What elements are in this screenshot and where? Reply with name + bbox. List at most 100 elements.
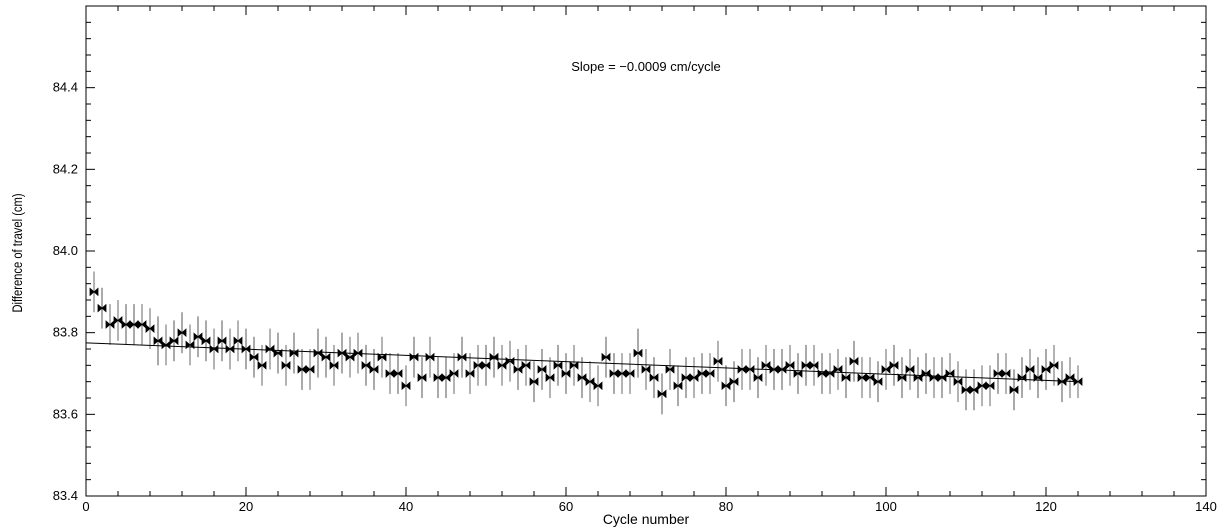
data-point [705, 369, 715, 378]
data-point [457, 352, 467, 362]
data-point [417, 373, 427, 382]
data-point [537, 365, 547, 374]
data-point [673, 381, 683, 391]
plot-frame [85, 5, 1207, 497]
data-point [585, 377, 595, 387]
data-point [481, 360, 491, 370]
data-point [153, 336, 163, 346]
data-point [225, 344, 235, 354]
x-tick-label: 140 [1195, 499, 1217, 514]
data-point [841, 373, 851, 382]
data-point [625, 369, 635, 378]
data-point [113, 316, 123, 325]
data-point [329, 360, 339, 370]
data-point [97, 303, 107, 313]
data-point [201, 336, 211, 346]
data-point [897, 373, 907, 382]
x-tick-label: 40 [399, 499, 413, 514]
data-point [553, 360, 563, 370]
data-point [273, 348, 283, 358]
data-point [265, 344, 275, 354]
data-point [257, 360, 267, 370]
data-point [1001, 369, 1011, 378]
data-point [953, 377, 963, 387]
data-point [209, 344, 219, 354]
fit-line [85, 342, 1079, 383]
x-tick-label: 120 [1035, 499, 1057, 514]
x-tick-label: 20 [239, 499, 253, 514]
data-point [713, 356, 723, 366]
data-point [217, 336, 227, 346]
data-point [921, 369, 931, 378]
data-point [505, 356, 515, 366]
data-point [177, 328, 187, 338]
data-point [849, 356, 859, 366]
data-point [233, 336, 243, 346]
data-point [1017, 373, 1027, 382]
data-point [393, 369, 403, 378]
x-tick-label: 100 [875, 499, 897, 514]
data-point [1065, 373, 1075, 382]
data-point [945, 369, 955, 378]
data-point [361, 360, 371, 370]
data-point [649, 373, 659, 382]
data-point [833, 365, 843, 374]
data-point [281, 360, 291, 370]
data-point [809, 360, 819, 370]
data-point [577, 373, 587, 382]
y-ticks: 83.4 83.6 83.8 84.0 84.2 84.4 [53, 5, 1206, 503]
data-point [321, 352, 331, 362]
data-point [137, 320, 147, 329]
data-point [313, 348, 323, 358]
data-point [1009, 385, 1019, 395]
x-ticks: 0 20 40 60 80 100 120 140 [82, 6, 1217, 514]
data-point [193, 332, 203, 342]
data-point [601, 352, 611, 362]
data-point [241, 344, 251, 354]
x-tick-label: 0 [82, 499, 89, 514]
data-point [753, 373, 763, 382]
data-point [641, 365, 651, 374]
data-point [521, 360, 531, 370]
data-point [1073, 377, 1083, 387]
data-point [409, 352, 419, 362]
data-point [185, 340, 195, 350]
data-point [169, 336, 179, 346]
data-point [89, 287, 99, 297]
data-point [729, 377, 739, 387]
data-point [569, 360, 579, 370]
data-point [745, 365, 755, 374]
data-point [657, 389, 667, 399]
data-point [289, 348, 299, 358]
data-point [377, 352, 387, 362]
data-point [449, 369, 459, 378]
slope-annotation: Slope = −0.0009 cm/cycle [571, 59, 721, 74]
x-axis-title: Cycle number [603, 511, 690, 527]
y-tick-label: 83.6 [53, 406, 78, 421]
data-points [89, 287, 1083, 399]
data-point [785, 360, 795, 370]
data-point [249, 352, 259, 362]
data-point [145, 324, 155, 333]
x-tick-label: 80 [719, 499, 733, 514]
data-point [593, 381, 603, 391]
data-point [465, 369, 475, 378]
y-tick-label: 84.0 [53, 243, 78, 258]
data-point [865, 373, 875, 382]
data-point [873, 377, 883, 387]
data-point [1049, 360, 1059, 370]
data-point [337, 348, 347, 358]
y-tick-label: 84.4 [53, 80, 78, 95]
y-tick-label: 84.2 [53, 161, 78, 176]
data-point [529, 377, 539, 387]
fit-line-group [85, 342, 1079, 383]
data-point [1033, 373, 1043, 382]
data-point [761, 360, 771, 370]
data-point [401, 381, 411, 391]
y-tick-label: 83.8 [53, 325, 78, 340]
data-point [665, 365, 675, 374]
data-point [305, 365, 315, 374]
y-axis-title: Difference of travel (cm) [10, 193, 25, 312]
data-point [793, 369, 803, 378]
